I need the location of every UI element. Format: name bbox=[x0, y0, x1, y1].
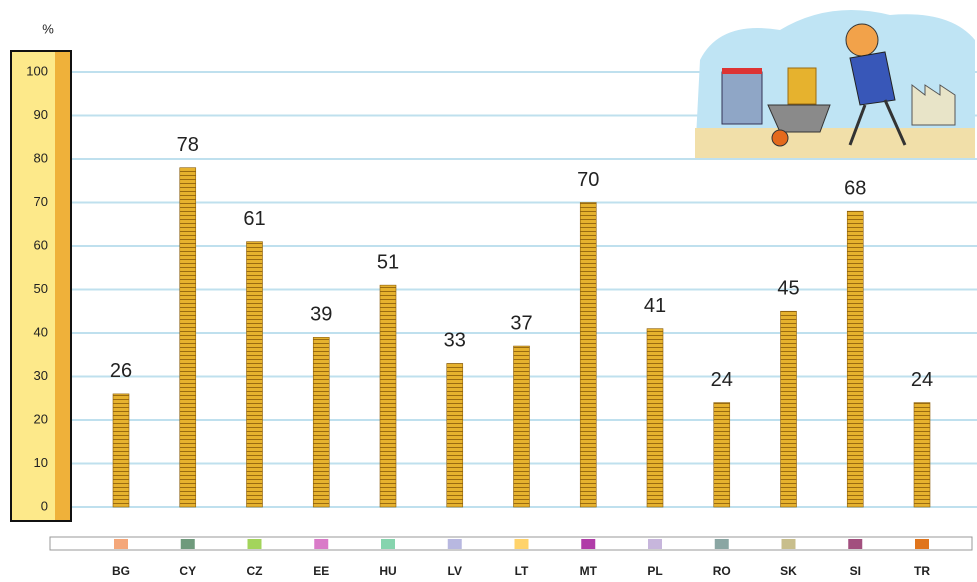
x-tick-label: CZ bbox=[247, 564, 263, 578]
x-tick-label: SK bbox=[780, 564, 797, 578]
x-tick-label: SI bbox=[850, 564, 861, 578]
bar bbox=[446, 363, 464, 508]
y-tick-label: 60 bbox=[34, 237, 48, 252]
legend-swatch bbox=[447, 539, 462, 549]
bar bbox=[846, 210, 864, 508]
y-axis-label: % bbox=[42, 21, 54, 36]
value-label: 24 bbox=[911, 369, 933, 391]
value-label: 24 bbox=[711, 369, 733, 391]
bar bbox=[513, 345, 530, 508]
bar bbox=[913, 402, 931, 508]
bar bbox=[312, 337, 330, 508]
y-tick-label: 80 bbox=[34, 150, 48, 165]
y-tick-label: 10 bbox=[34, 455, 48, 470]
legend-swatch bbox=[648, 539, 662, 549]
value-label: 41 bbox=[644, 295, 666, 317]
legend-swatch bbox=[581, 539, 596, 549]
value-label: 37 bbox=[510, 312, 532, 334]
y-tick-label: 70 bbox=[34, 194, 48, 209]
scale-fill bbox=[12, 52, 55, 520]
value-label: 78 bbox=[177, 134, 199, 156]
y-tick-label: 100 bbox=[26, 63, 48, 78]
value-label: 61 bbox=[243, 208, 265, 230]
legend-swatch bbox=[714, 539, 729, 549]
legend-swatch bbox=[915, 539, 929, 549]
value-label: 33 bbox=[444, 330, 466, 352]
value-label: 39 bbox=[310, 304, 332, 326]
x-tick-label: TR bbox=[914, 564, 930, 578]
x-tick-label: RO bbox=[713, 564, 731, 578]
y-tick-label: 40 bbox=[34, 324, 48, 339]
bar bbox=[579, 202, 597, 508]
bar bbox=[112, 393, 130, 508]
y-tick-label: 0 bbox=[41, 498, 48, 513]
bar bbox=[179, 167, 197, 508]
bar bbox=[246, 241, 263, 508]
x-tick-label: LT bbox=[515, 564, 529, 578]
legend-swatch bbox=[514, 539, 529, 549]
x-tick-label: CY bbox=[179, 564, 196, 578]
legend-box bbox=[49, 536, 973, 551]
bar bbox=[780, 310, 797, 508]
bar bbox=[713, 402, 731, 508]
x-tick-label: PL bbox=[647, 564, 662, 578]
legend-swatch bbox=[247, 539, 262, 549]
x-tick-label: HU bbox=[379, 564, 396, 578]
bar bbox=[646, 328, 664, 508]
x-tick-label: EE bbox=[313, 564, 329, 578]
scale-band bbox=[55, 52, 70, 520]
legend-swatch bbox=[781, 539, 796, 549]
value-label: 26 bbox=[110, 360, 132, 382]
value-label: 68 bbox=[844, 177, 866, 199]
legend-swatch bbox=[314, 539, 329, 549]
bar bbox=[379, 284, 397, 508]
legend-swatch bbox=[114, 539, 128, 549]
value-label: 51 bbox=[377, 251, 399, 273]
y-tick-label: 30 bbox=[34, 368, 48, 383]
legend-swatch bbox=[180, 539, 195, 549]
legend-swatch bbox=[848, 539, 863, 549]
x-tick-label: BG bbox=[112, 564, 130, 578]
x-tick-label: MT bbox=[580, 564, 598, 578]
legend-swatch bbox=[381, 539, 395, 549]
value-label: 45 bbox=[777, 278, 799, 300]
y-tick-label: 90 bbox=[34, 107, 48, 122]
y-tick-label: 20 bbox=[34, 411, 48, 426]
illustration bbox=[695, 10, 975, 158]
y-tick-label: 50 bbox=[34, 281, 48, 296]
value-label: 70 bbox=[577, 169, 599, 191]
x-tick-label: LV bbox=[448, 564, 462, 578]
